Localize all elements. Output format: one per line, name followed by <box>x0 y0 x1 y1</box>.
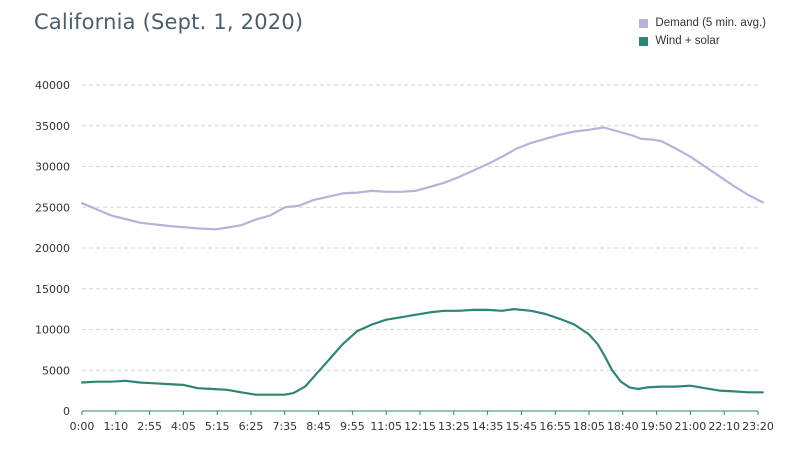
x-tick-label: 18:05 <box>573 420 605 433</box>
x-tick-label: 4:05 <box>171 420 196 433</box>
legend-item-demand: Demand (5 min. avg.) <box>639 14 766 32</box>
y-tick-label: 0 <box>63 405 70 418</box>
legend-label-demand: Demand (5 min. avg.) <box>655 17 766 29</box>
x-tick-label: 8:45 <box>306 420 331 433</box>
legend-swatch-demand <box>639 18 649 28</box>
x-tick-label: 19:50 <box>641 420 673 433</box>
x-tick-label: 6:25 <box>239 420 264 433</box>
x-tick-label: 12:15 <box>404 420 436 433</box>
y-tick-label: 35000 <box>35 120 70 133</box>
y-tick-label: 30000 <box>35 161 70 174</box>
legend-item-wind-solar: Wind + solar <box>639 32 766 50</box>
x-tick-label: 9:55 <box>340 420 365 433</box>
x-tick-label: 23:20 <box>742 420 774 433</box>
x-tick-label: 15:45 <box>506 420 538 433</box>
y-tick-label: 5000 <box>42 364 70 377</box>
chart-title: California (Sept. 1, 2020) <box>34 10 304 34</box>
x-tick-label: 2:55 <box>137 420 162 433</box>
x-tick-label: 21:00 <box>675 420 707 433</box>
y-tick-label: 20000 <box>35 242 70 255</box>
y-tick-label: 15000 <box>35 283 70 296</box>
x-tick-label: 5:15 <box>205 420 230 433</box>
x-tick-label: 14:35 <box>472 420 504 433</box>
y-tick-label: 40000 <box>35 79 70 92</box>
x-tick-label: 11:05 <box>370 420 402 433</box>
x-tick-label: 18:40 <box>607 420 639 433</box>
x-tick-label: 16:55 <box>539 420 571 433</box>
series-line-demand <box>80 126 764 231</box>
x-tick-label: 7:35 <box>272 420 297 433</box>
y-tick-label: 25000 <box>35 201 70 214</box>
series-line-wind-solar <box>80 308 764 396</box>
x-tick-label: 13:25 <box>438 420 470 433</box>
x-tick-label: 0:00 <box>70 420 95 433</box>
y-tick-label: 10000 <box>35 324 70 337</box>
x-tick-label: 22:10 <box>708 420 740 433</box>
chart-legend: Demand (5 min. avg.) Wind + solar <box>639 14 766 50</box>
legend-swatch-wind-solar <box>639 36 649 46</box>
legend-label-wind-solar: Wind + solar <box>655 35 720 47</box>
x-tick-label: 1:10 <box>103 420 128 433</box>
